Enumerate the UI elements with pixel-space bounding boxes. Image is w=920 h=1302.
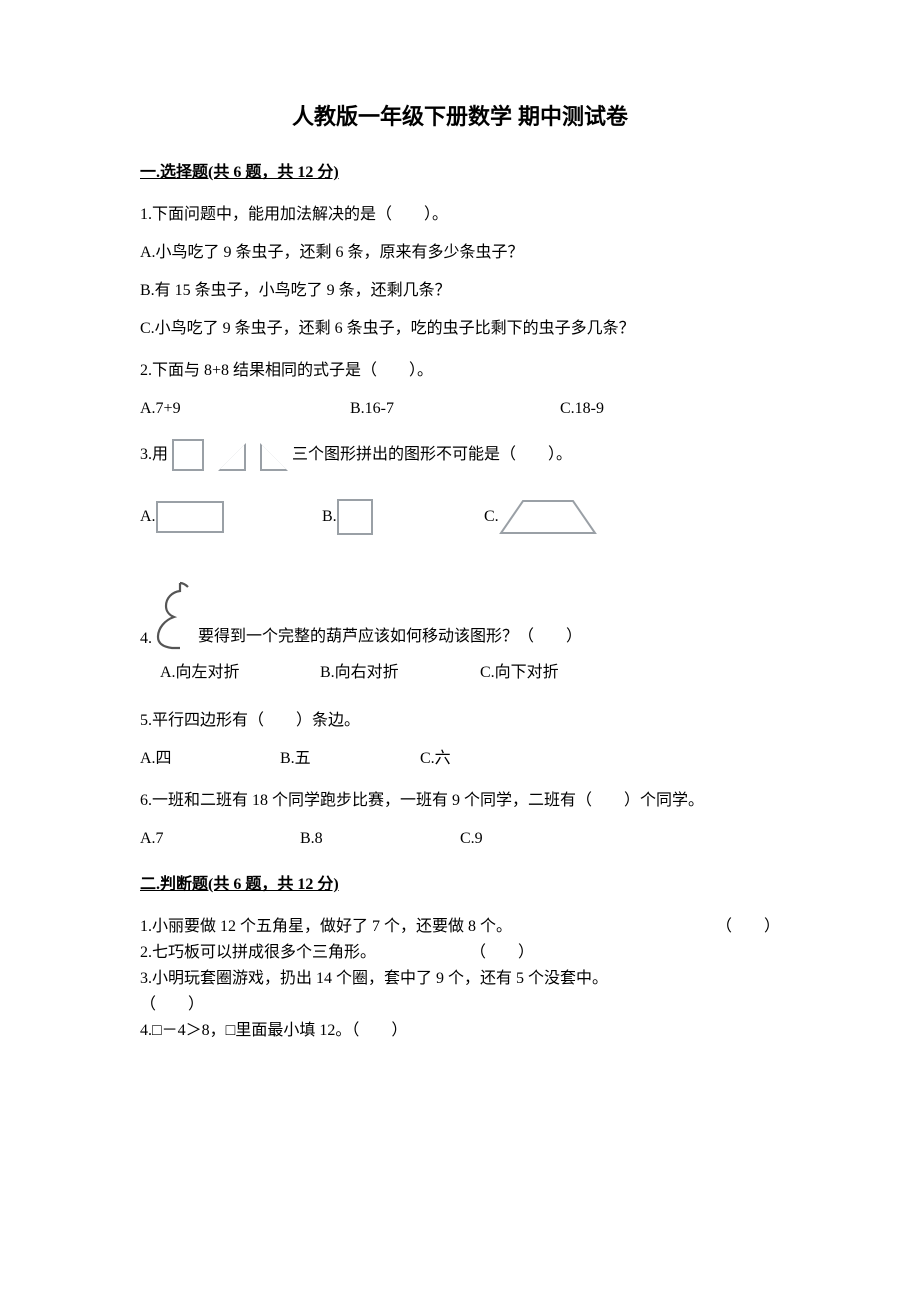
- q6-optC: C.9: [460, 827, 483, 851]
- gourd-half-icon: [152, 581, 198, 651]
- q3-prefix: 3.用: [140, 443, 168, 467]
- triangle-right-icon: [218, 443, 246, 471]
- j3-line2: （ ）: [140, 993, 780, 1017]
- q2: 2.下面与 8+8 结果相同的式子是（ ）。 A.7+9 B.16-7 C.18…: [140, 359, 780, 421]
- q5-optB: B.五: [280, 747, 420, 771]
- j1-text: 1.小丽要做 12 个五角星，做好了 7 个，还要做 8 个。: [140, 915, 512, 939]
- q4-optC: C.向下对折: [480, 661, 559, 685]
- q2-text: 2.下面与 8+8 结果相同的式子是（ ）。: [140, 359, 780, 383]
- q4-num: 4.: [140, 627, 152, 651]
- section-2-header: 二.判断题(共 6 题，共 12 分): [140, 873, 780, 897]
- q4-optA: A.向左对折: [160, 661, 320, 685]
- triangle-left-icon: [260, 443, 288, 471]
- q6-optB: B.8: [300, 827, 460, 851]
- q5-optA: A.四: [140, 747, 280, 771]
- q2-optB: B.16-7: [350, 397, 560, 421]
- q3-suffix: 三个图形拼出的图形不可能是（ ）。: [292, 443, 572, 467]
- j2-text: 2.七巧板可以拼成很多个三角形。: [140, 941, 470, 965]
- q1-optC: C.小鸟吃了 9 条虫子，还剩 6 条虫子，吃的虫子比剩下的虫子多几条？: [140, 317, 780, 341]
- q4-optB: B.向右对折: [320, 661, 480, 685]
- section-1-header: 一.选择题(共 6 题，共 12 分): [140, 161, 780, 185]
- j1: 1.小丽要做 12 个五角星，做好了 7 个，还要做 8 个。 （ ）: [140, 915, 780, 939]
- q2-optA: A.7+9: [140, 397, 350, 421]
- q4-text: 要得到一个完整的葫芦应该如何移动该图形？（ ）: [198, 625, 582, 649]
- j2-paren: （ ）: [470, 941, 534, 965]
- q1-text: 1.下面问题中，能用加法解决的是（ ）。: [140, 203, 780, 227]
- exam-title: 人教版一年级下册数学 期中测试卷: [140, 100, 780, 133]
- q5-text: 5.平行四边形有（ ）条边。: [140, 709, 780, 733]
- q3: 3.用 三个图形拼出的图形不可能是（ ）。 A. B. C.: [140, 439, 780, 535]
- square-shape-icon: [172, 439, 204, 471]
- square-answer-icon: [337, 499, 373, 535]
- q6-optA: A.7: [140, 827, 300, 851]
- trapezoid-shape-icon: [499, 499, 597, 535]
- q1: 1.下面问题中，能用加法解决的是（ ）。 A.小鸟吃了 9 条虫子，还剩 6 条…: [140, 203, 780, 341]
- q6-text: 6.一班和二班有 18 个同学跑步比赛，一班有 9 个同学，二班有（ ）个同学。: [140, 789, 780, 813]
- q1-optA: A.小鸟吃了 9 条虫子，还剩 6 条，原来有多少条虫子？: [140, 241, 780, 265]
- q5: 5.平行四边形有（ ）条边。 A.四 B.五 C.六: [140, 709, 780, 771]
- rectangle-shape-icon: [156, 501, 224, 533]
- q6: 6.一班和二班有 18 个同学跑步比赛，一班有 9 个同学，二班有（ ）个同学。…: [140, 789, 780, 851]
- j4: 4.□－4＞8，□里面最小填 12。（ ）: [140, 1019, 780, 1043]
- q3-optB-label: B.: [322, 505, 337, 529]
- q3-optA-label: A.: [140, 505, 156, 529]
- j1-paren: （ ）: [716, 915, 780, 939]
- j3-line1: 3.小明玩套圈游戏，扔出 14 个圈，套中了 9 个，还有 5 个没套中。: [140, 967, 780, 991]
- q4: 4. 要得到一个完整的葫芦应该如何移动该图形？（ ） A.向左对折 B.向右对折…: [140, 581, 780, 685]
- j2: 2.七巧板可以拼成很多个三角形。 （ ）: [140, 941, 780, 965]
- q5-optC: C.六: [420, 747, 451, 771]
- q1-optB: B.有 15 条虫子，小鸟吃了 9 条，还剩几条？: [140, 279, 780, 303]
- q2-optC: C.18-9: [560, 397, 604, 421]
- q3-optC-label: C.: [484, 505, 499, 529]
